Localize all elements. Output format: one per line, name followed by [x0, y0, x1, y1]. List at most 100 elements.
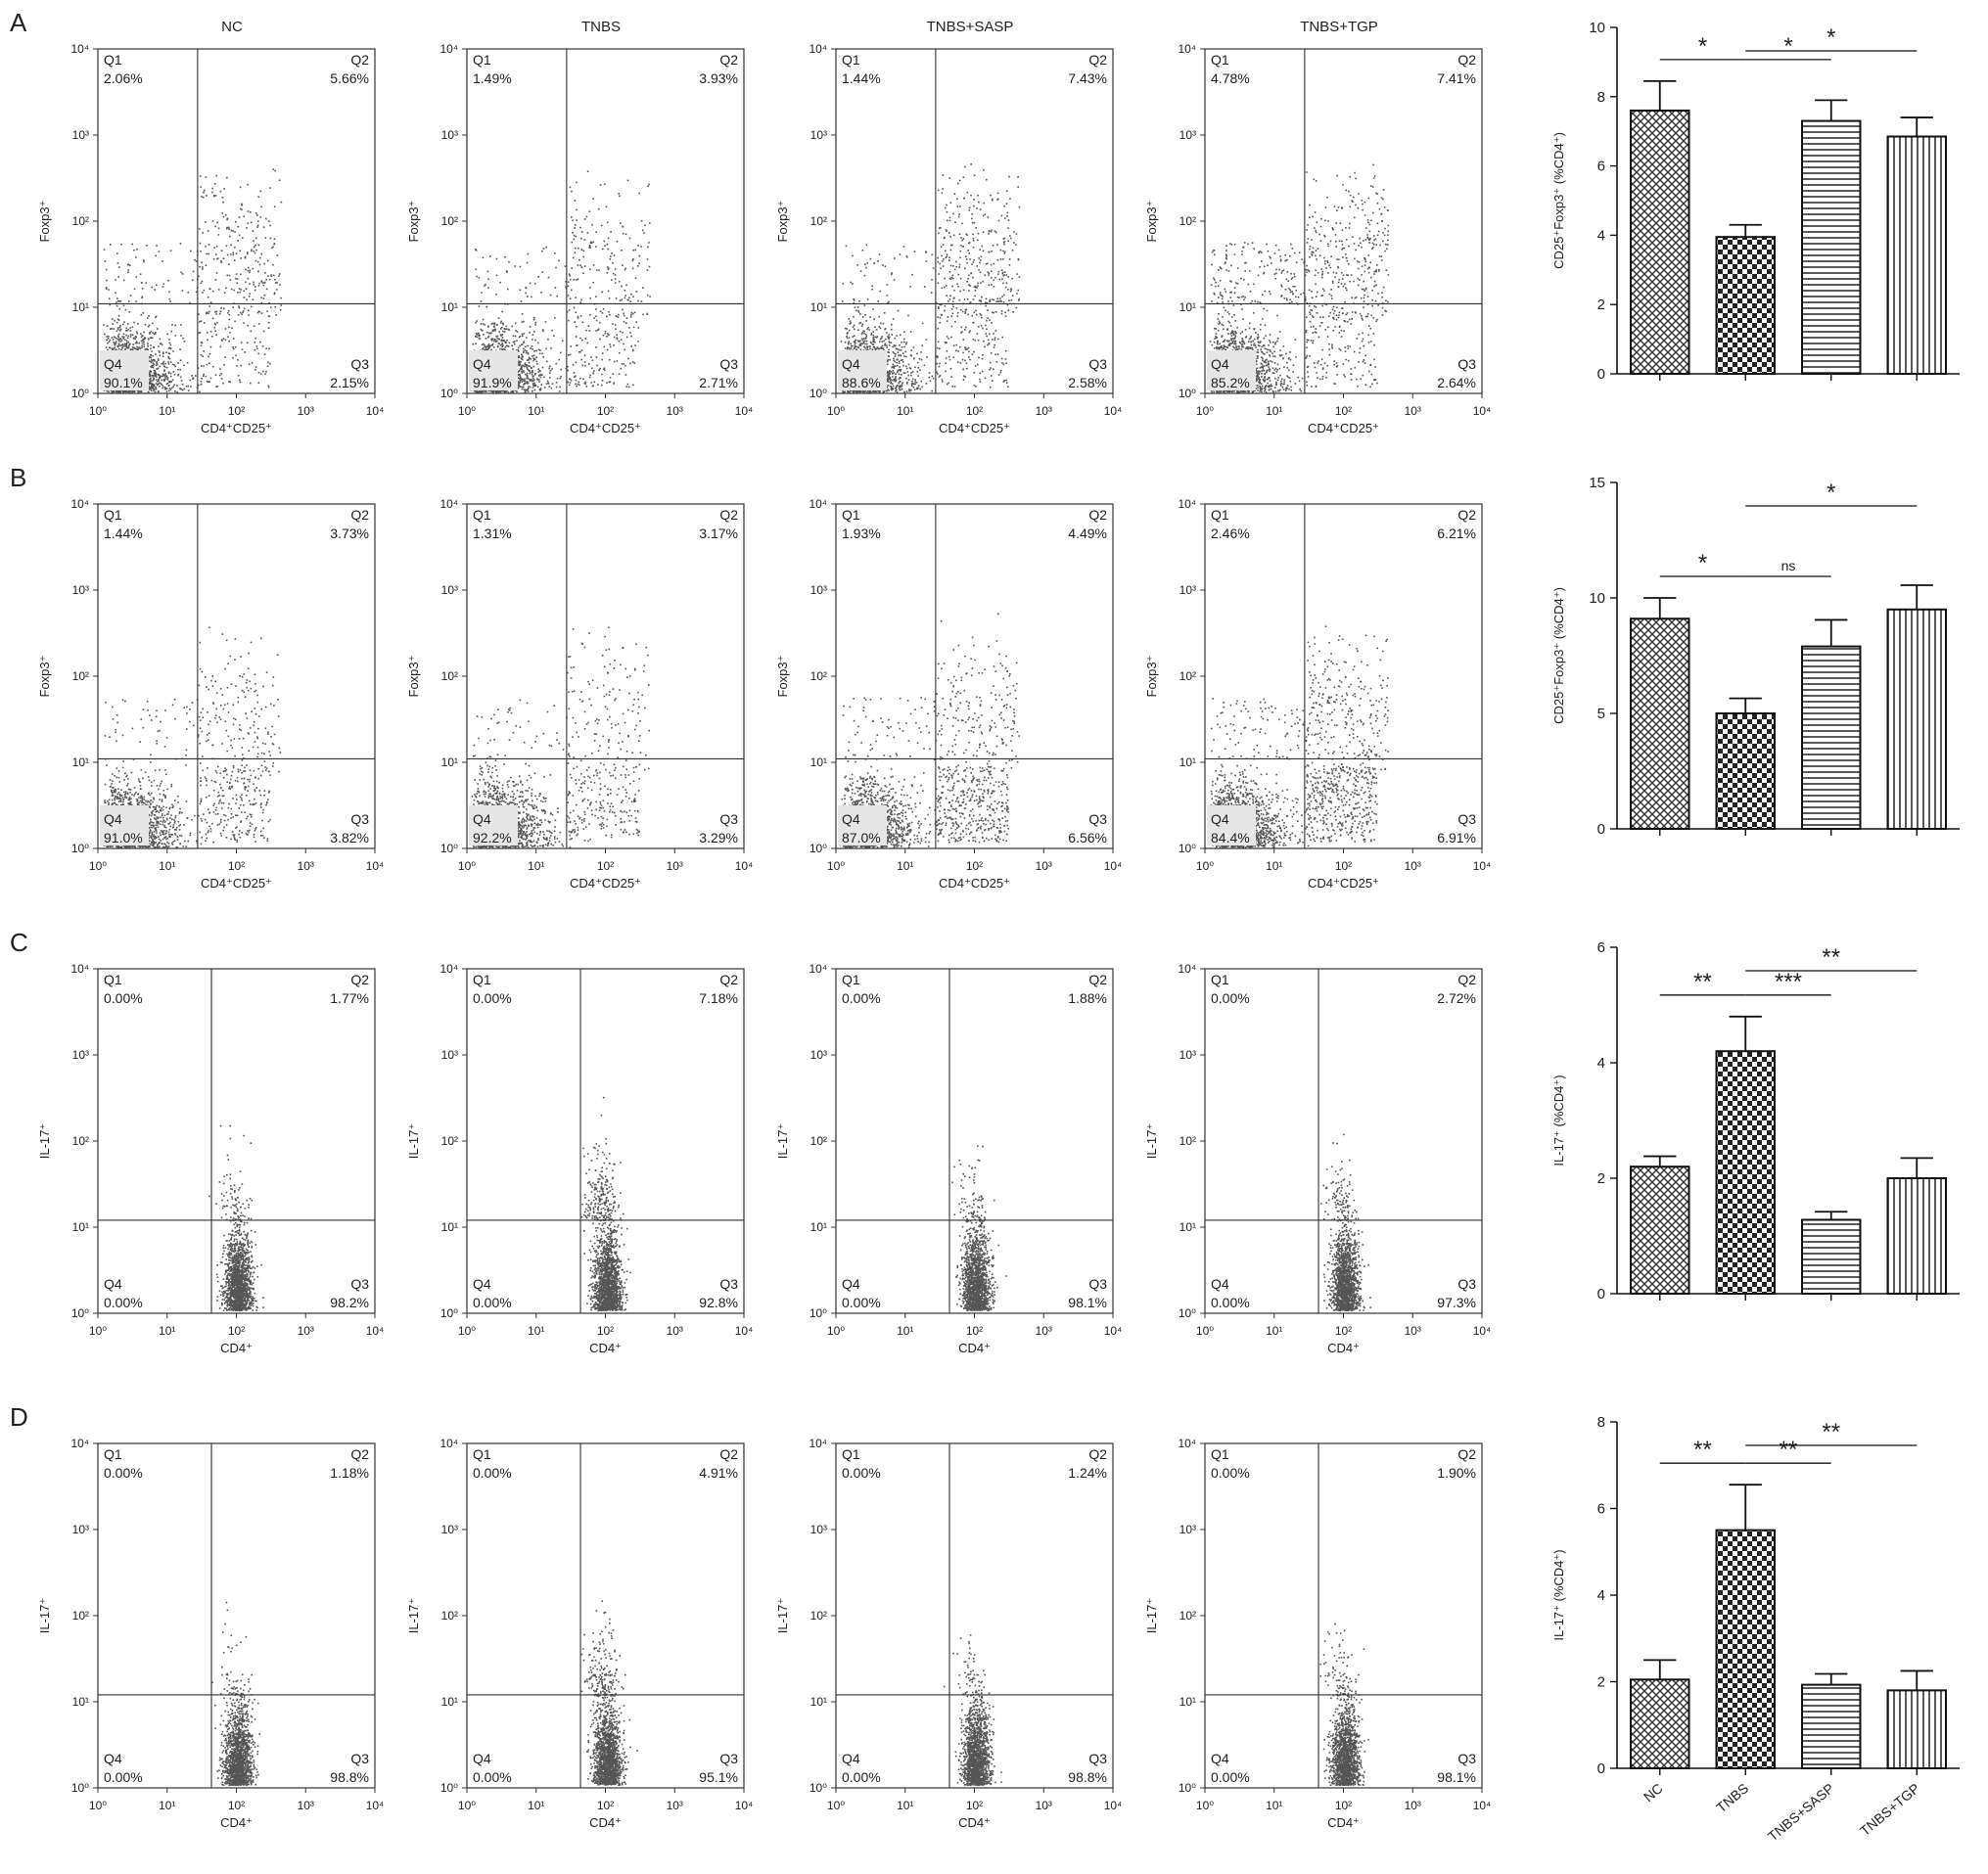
scatter-point [152, 354, 154, 357]
scatter-point [252, 267, 254, 270]
scatter-point [503, 340, 506, 343]
scatter-point [493, 325, 495, 327]
scatter-point [597, 207, 600, 210]
scatter-point [208, 352, 211, 355]
scatter-point [560, 375, 562, 378]
scatter-point [179, 348, 181, 350]
scatter-point [134, 338, 136, 341]
scatter-point [228, 381, 230, 383]
scatter-point [579, 315, 582, 317]
scatter-point [487, 345, 490, 348]
scatter-point [577, 315, 579, 318]
scatter-point [117, 315, 120, 317]
scatter-point [568, 378, 571, 381]
scatter-point [487, 278, 489, 281]
scatter-point [229, 253, 232, 255]
scatter-point [879, 327, 882, 330]
scatter-point [228, 326, 230, 329]
scatter-point [900, 368, 902, 371]
scatter-point [140, 333, 142, 335]
scatter-point [262, 330, 265, 333]
scatter-point [597, 384, 599, 386]
scatter-point [120, 339, 123, 342]
scatter-point [508, 260, 510, 263]
scatter-point [862, 341, 865, 343]
scatter-point [627, 298, 629, 301]
scatter-point [543, 376, 545, 379]
scatter-point [623, 321, 625, 323]
scatter-point [542, 248, 545, 250]
scatter-point [169, 389, 172, 390]
scatter-point [127, 300, 130, 302]
scatter-point [232, 230, 234, 232]
scatter-point [530, 367, 532, 369]
y-tick-label: 10³ [441, 128, 458, 142]
scatter-point [215, 334, 217, 337]
scatter-point [152, 332, 154, 334]
scatter-point [532, 339, 533, 341]
scatter-point [210, 336, 213, 338]
scatter-point [528, 378, 530, 380]
scatter-point [569, 297, 572, 299]
scatter-point [526, 381, 529, 383]
scatter-point [474, 390, 477, 392]
y-tick-label: 10⁰ [440, 387, 458, 400]
scatter-point [493, 339, 496, 341]
scatter-point [487, 287, 489, 289]
scatter-point [162, 352, 164, 355]
scatter-point [575, 297, 577, 298]
scatter-point [268, 220, 270, 222]
scatter-point [162, 378, 165, 381]
scatter-point [155, 388, 158, 390]
scatter-point [159, 365, 162, 368]
scatter-point [637, 327, 640, 329]
scatter-point [263, 353, 266, 355]
scatter-point [523, 320, 525, 323]
scatter-point [540, 292, 542, 294]
scatter-point [171, 379, 174, 381]
scatter-point [892, 318, 895, 320]
scatter-point [113, 347, 115, 349]
scatter-point [898, 360, 901, 362]
scatter-point [243, 297, 246, 298]
quadrant-q2-name: Q2 [719, 52, 738, 68]
scatter-point [162, 374, 165, 377]
scatter-point [508, 342, 511, 344]
scatter-point [854, 306, 856, 308]
scatter-point [127, 323, 129, 325]
scatter-point [162, 360, 165, 363]
scatter-point [486, 344, 489, 347]
scatter-point [498, 338, 500, 341]
scatter-point [250, 305, 253, 308]
scatter-point [896, 335, 898, 337]
scatter-point [147, 344, 149, 347]
scatter-point [638, 262, 640, 264]
scatter-point [859, 313, 861, 315]
scatter-point [156, 384, 159, 387]
x-tick-label: 10³ [667, 404, 683, 418]
scatter-point [840, 341, 843, 343]
scatter-point [200, 381, 203, 383]
scatter-point [605, 206, 608, 208]
scatter-point [115, 279, 116, 281]
scatter-point [905, 377, 907, 380]
scatter-point [238, 234, 241, 237]
scatter-point [917, 387, 919, 389]
scatter-point [517, 387, 520, 389]
scatter-point [502, 389, 504, 392]
scatter-point [549, 365, 551, 368]
scatter-point [534, 358, 536, 360]
scatter-point [237, 375, 240, 377]
scatter-point [163, 366, 166, 368]
scatter-point [237, 314, 240, 316]
scatter-point [266, 365, 269, 368]
scatter-point [149, 337, 152, 339]
scatter-point [929, 380, 932, 383]
scatter-point [614, 274, 617, 276]
scatter-point [172, 350, 174, 352]
scatter-point [919, 388, 921, 390]
scatter-point [260, 206, 262, 208]
scatter-point [590, 382, 593, 384]
scatter-point [502, 330, 504, 333]
scatter-point [541, 271, 544, 273]
